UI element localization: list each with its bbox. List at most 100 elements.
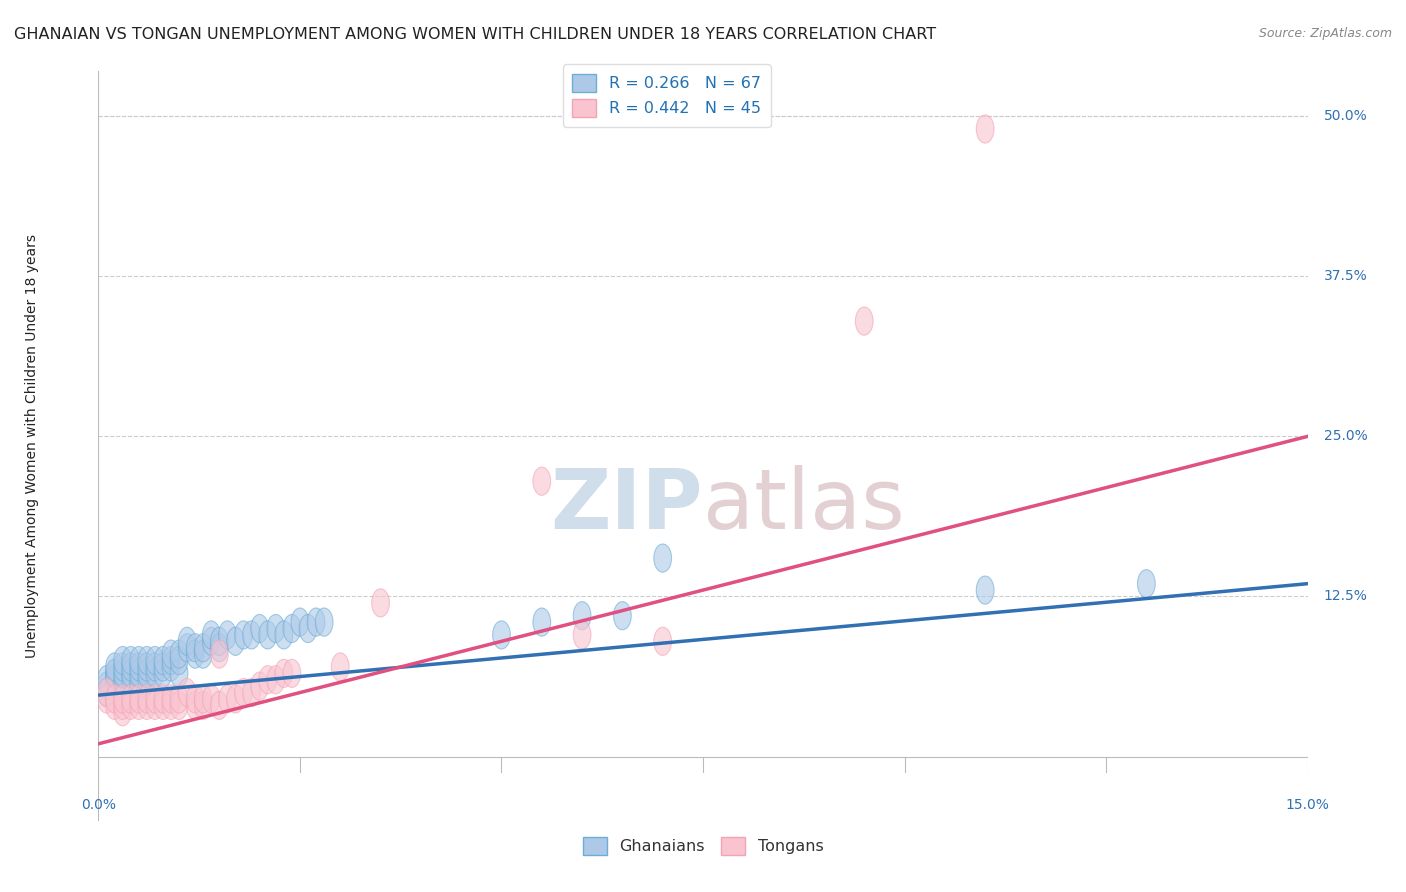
- Ellipse shape: [202, 621, 221, 649]
- Ellipse shape: [170, 659, 188, 688]
- Ellipse shape: [574, 621, 591, 649]
- Ellipse shape: [574, 601, 591, 630]
- Ellipse shape: [114, 647, 132, 674]
- Ellipse shape: [186, 640, 204, 668]
- Ellipse shape: [122, 647, 139, 674]
- Ellipse shape: [155, 685, 172, 713]
- Ellipse shape: [170, 685, 188, 713]
- Ellipse shape: [162, 653, 180, 681]
- Ellipse shape: [613, 601, 631, 630]
- Ellipse shape: [315, 608, 333, 636]
- Ellipse shape: [243, 621, 260, 649]
- Ellipse shape: [194, 685, 212, 713]
- Ellipse shape: [129, 659, 148, 688]
- Ellipse shape: [235, 679, 253, 706]
- Text: 50.0%: 50.0%: [1323, 109, 1368, 123]
- Legend: Ghanaians, Tongans: Ghanaians, Tongans: [576, 830, 830, 862]
- Ellipse shape: [283, 659, 301, 688]
- Ellipse shape: [129, 653, 148, 681]
- Ellipse shape: [129, 685, 148, 713]
- Ellipse shape: [976, 576, 994, 604]
- Ellipse shape: [162, 640, 180, 668]
- Ellipse shape: [299, 615, 316, 642]
- Ellipse shape: [114, 698, 132, 726]
- Ellipse shape: [533, 608, 551, 636]
- Ellipse shape: [105, 691, 124, 720]
- Ellipse shape: [211, 627, 228, 656]
- Ellipse shape: [194, 633, 212, 662]
- Text: Unemployment Among Women with Children Under 18 years: Unemployment Among Women with Children U…: [25, 234, 39, 658]
- Ellipse shape: [138, 647, 156, 674]
- Text: Source: ZipAtlas.com: Source: ZipAtlas.com: [1258, 27, 1392, 40]
- Ellipse shape: [371, 589, 389, 617]
- Ellipse shape: [146, 691, 163, 720]
- Ellipse shape: [267, 615, 284, 642]
- Ellipse shape: [138, 659, 156, 688]
- Ellipse shape: [186, 691, 204, 720]
- Ellipse shape: [138, 653, 156, 681]
- Ellipse shape: [129, 691, 148, 720]
- Ellipse shape: [179, 633, 195, 662]
- Ellipse shape: [97, 672, 115, 700]
- Text: 0.0%: 0.0%: [82, 797, 115, 812]
- Ellipse shape: [114, 659, 132, 688]
- Ellipse shape: [186, 685, 204, 713]
- Ellipse shape: [162, 691, 180, 720]
- Ellipse shape: [114, 685, 132, 713]
- Ellipse shape: [155, 653, 172, 681]
- Ellipse shape: [138, 685, 156, 713]
- Ellipse shape: [138, 665, 156, 694]
- Ellipse shape: [146, 653, 163, 681]
- Ellipse shape: [976, 115, 994, 143]
- Ellipse shape: [226, 685, 245, 713]
- Ellipse shape: [114, 691, 132, 720]
- Ellipse shape: [155, 647, 172, 674]
- Ellipse shape: [291, 608, 309, 636]
- Ellipse shape: [211, 633, 228, 662]
- Ellipse shape: [97, 665, 115, 694]
- Text: atlas: atlas: [703, 466, 904, 547]
- Ellipse shape: [202, 685, 221, 713]
- Ellipse shape: [855, 307, 873, 335]
- Ellipse shape: [226, 627, 245, 656]
- Ellipse shape: [146, 659, 163, 688]
- Ellipse shape: [332, 653, 349, 681]
- Ellipse shape: [162, 647, 180, 674]
- Text: 12.5%: 12.5%: [1323, 590, 1368, 604]
- Ellipse shape: [105, 659, 124, 688]
- Ellipse shape: [202, 627, 221, 656]
- Ellipse shape: [105, 659, 124, 688]
- Ellipse shape: [170, 640, 188, 668]
- Ellipse shape: [155, 659, 172, 688]
- Ellipse shape: [235, 621, 253, 649]
- Ellipse shape: [114, 665, 132, 694]
- Ellipse shape: [259, 665, 277, 694]
- Ellipse shape: [97, 679, 115, 706]
- Text: ZIP: ZIP: [551, 466, 703, 547]
- Ellipse shape: [194, 691, 212, 720]
- Ellipse shape: [492, 621, 510, 649]
- Ellipse shape: [218, 685, 236, 713]
- Ellipse shape: [243, 679, 260, 706]
- Ellipse shape: [105, 685, 124, 713]
- Ellipse shape: [114, 653, 132, 681]
- Ellipse shape: [218, 621, 236, 649]
- Ellipse shape: [122, 659, 139, 688]
- Ellipse shape: [129, 672, 148, 700]
- Ellipse shape: [1137, 570, 1156, 598]
- Ellipse shape: [179, 679, 195, 706]
- Ellipse shape: [267, 665, 284, 694]
- Ellipse shape: [97, 679, 115, 706]
- Ellipse shape: [129, 647, 148, 674]
- Ellipse shape: [307, 608, 325, 636]
- Text: GHANAIAN VS TONGAN UNEMPLOYMENT AMONG WOMEN WITH CHILDREN UNDER 18 YEARS CORRELA: GHANAIAN VS TONGAN UNEMPLOYMENT AMONG WO…: [14, 27, 936, 42]
- Text: 15.0%: 15.0%: [1285, 797, 1330, 812]
- Ellipse shape: [170, 691, 188, 720]
- Ellipse shape: [186, 633, 204, 662]
- Ellipse shape: [276, 659, 292, 688]
- Ellipse shape: [179, 627, 195, 656]
- Ellipse shape: [105, 665, 124, 694]
- Ellipse shape: [533, 467, 551, 495]
- Ellipse shape: [211, 640, 228, 668]
- Ellipse shape: [283, 615, 301, 642]
